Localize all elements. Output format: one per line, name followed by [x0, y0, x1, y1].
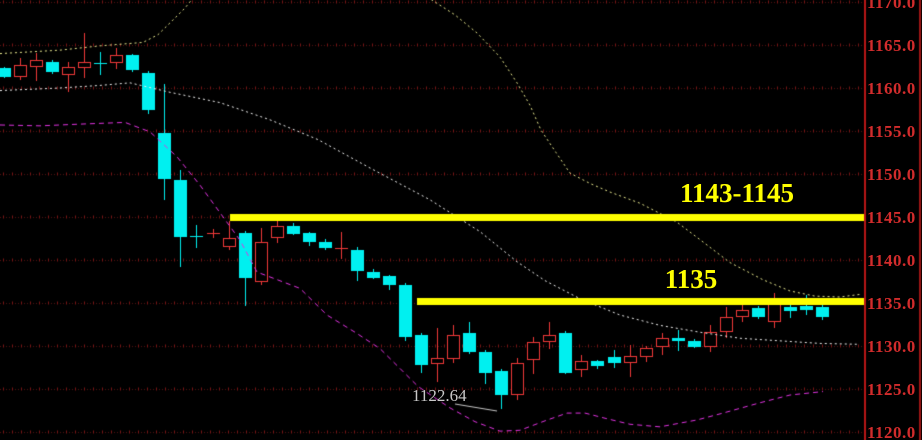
- price-axis-label: 1125.0: [867, 380, 916, 399]
- support-level-label: 1135: [664, 264, 718, 294]
- price-axis-label: 1130.0: [867, 337, 916, 356]
- price-axis-label: 1155.0: [867, 122, 916, 141]
- low-price-annotation: 1122.64: [412, 386, 467, 405]
- price-axis-label: 1160.0: [867, 79, 916, 98]
- price-axis-label: 1165.0: [867, 36, 916, 55]
- price-axis-label: 1135.0: [867, 294, 916, 313]
- price-axis-label: 1120.0: [867, 423, 916, 440]
- resistance-zone-label: 1143-1145: [679, 178, 794, 208]
- price-axis-label: 1150.0: [867, 165, 916, 184]
- price-axis-label: 1140.0: [867, 251, 916, 270]
- price-axis-label: 1170.0: [867, 0, 916, 12]
- price-axis-label: 1145.0: [867, 208, 916, 227]
